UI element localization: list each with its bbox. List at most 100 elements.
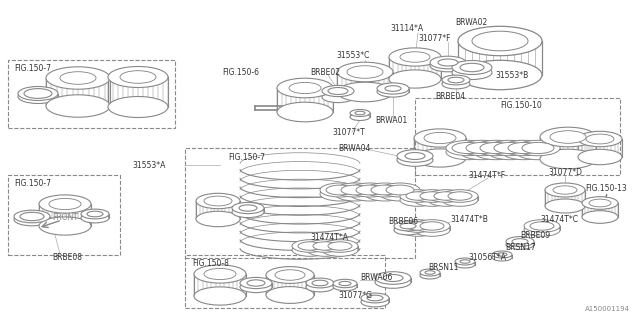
Ellipse shape: [494, 142, 526, 154]
Ellipse shape: [545, 199, 585, 213]
Ellipse shape: [397, 150, 433, 162]
Ellipse shape: [446, 140, 490, 156]
Ellipse shape: [307, 240, 343, 252]
Text: FIG.150-7: FIG.150-7: [14, 179, 51, 188]
Ellipse shape: [420, 192, 444, 200]
Text: FIG.150-6: FIG.150-6: [222, 68, 259, 76]
Ellipse shape: [333, 279, 357, 288]
Ellipse shape: [240, 277, 272, 289]
Ellipse shape: [367, 295, 383, 301]
Ellipse shape: [414, 129, 466, 147]
Ellipse shape: [292, 240, 328, 252]
Ellipse shape: [322, 85, 354, 97]
Text: 31077*T: 31077*T: [332, 127, 365, 137]
Text: A150001194: A150001194: [585, 306, 630, 312]
Text: FIG.150-7: FIG.150-7: [14, 63, 51, 73]
Text: BRWA06: BRWA06: [360, 274, 392, 283]
Ellipse shape: [550, 131, 586, 143]
Ellipse shape: [553, 186, 577, 194]
Ellipse shape: [446, 144, 490, 160]
Text: BRBE08: BRBE08: [52, 253, 82, 262]
Ellipse shape: [420, 222, 444, 230]
Ellipse shape: [14, 213, 50, 226]
Ellipse shape: [277, 78, 333, 98]
Text: BRWA01: BRWA01: [375, 116, 407, 124]
Ellipse shape: [506, 240, 534, 249]
Text: 31553*C: 31553*C: [336, 51, 369, 60]
Ellipse shape: [455, 261, 475, 268]
Ellipse shape: [406, 222, 430, 230]
Bar: [185, 255, 385, 308]
Ellipse shape: [442, 194, 478, 206]
Ellipse shape: [389, 48, 441, 66]
Ellipse shape: [380, 183, 420, 197]
Ellipse shape: [414, 149, 466, 167]
Ellipse shape: [292, 244, 328, 256]
Ellipse shape: [337, 62, 393, 82]
Ellipse shape: [516, 140, 560, 156]
Ellipse shape: [522, 142, 554, 154]
Text: BRSN11: BRSN11: [428, 263, 458, 273]
Ellipse shape: [460, 144, 504, 160]
Ellipse shape: [460, 260, 470, 263]
Ellipse shape: [365, 183, 405, 197]
Ellipse shape: [397, 154, 433, 166]
Ellipse shape: [586, 134, 614, 144]
Ellipse shape: [335, 187, 375, 201]
Text: BRBE02: BRBE02: [310, 68, 340, 76]
Ellipse shape: [306, 278, 334, 288]
Text: 31474T*B: 31474T*B: [450, 215, 488, 225]
Ellipse shape: [320, 187, 360, 201]
Ellipse shape: [120, 71, 156, 83]
Ellipse shape: [524, 220, 560, 232]
Ellipse shape: [400, 190, 436, 202]
Ellipse shape: [492, 254, 512, 261]
Ellipse shape: [204, 196, 232, 206]
Ellipse shape: [350, 109, 370, 116]
Ellipse shape: [371, 185, 399, 195]
Ellipse shape: [458, 60, 542, 90]
Ellipse shape: [312, 280, 328, 286]
Ellipse shape: [380, 187, 420, 201]
Ellipse shape: [540, 149, 596, 169]
Ellipse shape: [420, 272, 440, 279]
Text: BRBE06: BRBE06: [388, 218, 418, 227]
Ellipse shape: [60, 72, 96, 84]
Ellipse shape: [20, 212, 44, 221]
Ellipse shape: [289, 83, 321, 93]
Ellipse shape: [492, 251, 512, 258]
Text: 31077*D: 31077*D: [548, 167, 582, 177]
Ellipse shape: [355, 111, 365, 115]
Ellipse shape: [350, 183, 390, 197]
Ellipse shape: [232, 206, 264, 218]
Ellipse shape: [322, 92, 354, 103]
Text: FIG.150-10: FIG.150-10: [500, 100, 541, 109]
Ellipse shape: [341, 185, 369, 195]
Ellipse shape: [46, 67, 110, 89]
Ellipse shape: [196, 211, 240, 227]
Ellipse shape: [414, 220, 450, 232]
Ellipse shape: [428, 194, 464, 206]
Text: FIG.150-13: FIG.150-13: [585, 183, 627, 193]
Ellipse shape: [277, 102, 333, 122]
Ellipse shape: [46, 95, 110, 117]
Ellipse shape: [385, 86, 401, 91]
Ellipse shape: [333, 282, 357, 291]
Ellipse shape: [460, 140, 504, 156]
Ellipse shape: [377, 86, 409, 97]
Text: 31474T*C: 31474T*C: [540, 215, 578, 225]
Text: 31114*A: 31114*A: [390, 23, 423, 33]
Text: FIG.150-8: FIG.150-8: [192, 260, 229, 268]
Ellipse shape: [460, 63, 484, 72]
Ellipse shape: [480, 142, 512, 154]
Ellipse shape: [18, 86, 58, 100]
Ellipse shape: [488, 144, 532, 160]
Ellipse shape: [350, 114, 370, 121]
Text: BRBE09: BRBE09: [520, 231, 550, 241]
Ellipse shape: [516, 144, 560, 160]
Text: FIG.150-7: FIG.150-7: [228, 153, 265, 162]
Ellipse shape: [466, 142, 498, 154]
Ellipse shape: [375, 272, 411, 284]
Ellipse shape: [356, 185, 384, 195]
Text: 31077*G: 31077*G: [338, 292, 372, 300]
